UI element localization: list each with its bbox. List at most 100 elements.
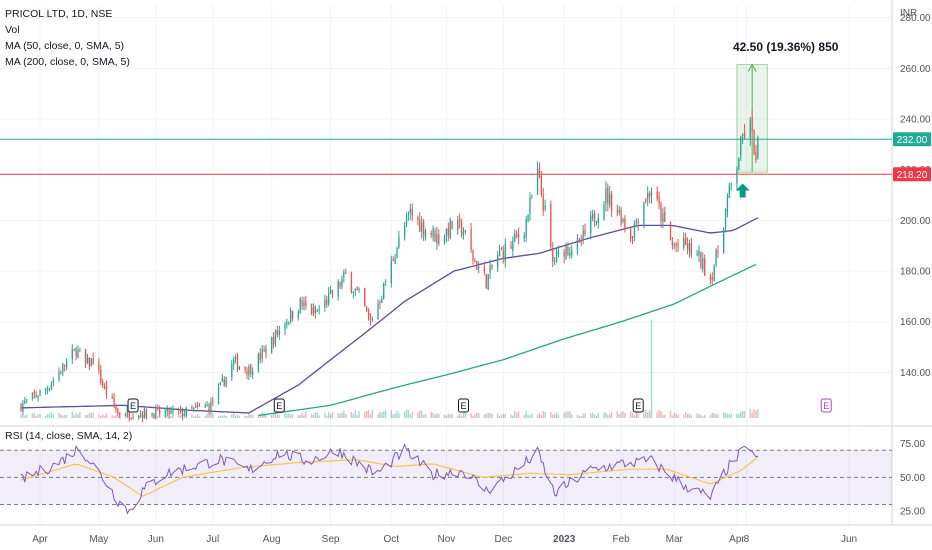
candle-body bbox=[168, 408, 170, 415]
volume-bar bbox=[411, 411, 413, 418]
candle-body bbox=[403, 226, 406, 238]
candle-body bbox=[713, 266, 715, 281]
ma200-legend[interactable]: MA (200, close, 0, SMA, 5) bbox=[5, 56, 130, 68]
volume-bar bbox=[265, 414, 267, 418]
candle-body bbox=[390, 260, 392, 283]
volume-bar bbox=[272, 412, 275, 418]
candle-body bbox=[743, 132, 746, 139]
candle-body bbox=[536, 169, 539, 195]
time-tick-label: Jul bbox=[206, 534, 219, 545]
candle-body bbox=[491, 264, 493, 268]
candle-body bbox=[489, 265, 491, 273]
candle-body bbox=[483, 267, 486, 273]
currency-label: INR bbox=[900, 8, 918, 19]
volume-bar bbox=[50, 412, 53, 418]
volume-bar bbox=[225, 415, 227, 418]
candle-body bbox=[314, 306, 317, 314]
volume-bar bbox=[318, 415, 320, 418]
candle-body bbox=[658, 196, 660, 205]
volume-bar bbox=[660, 410, 662, 418]
volume-bar bbox=[580, 415, 582, 418]
candle-body bbox=[327, 293, 330, 305]
volume-bar bbox=[117, 416, 119, 418]
volume-bar bbox=[483, 414, 486, 418]
horizontal-lines[interactable] bbox=[0, 138, 892, 175]
candle-body bbox=[195, 405, 197, 408]
volume-bar bbox=[343, 410, 345, 418]
candle-body bbox=[459, 218, 461, 222]
volume-bar bbox=[550, 411, 552, 418]
candle-body bbox=[324, 299, 326, 308]
candle-body bbox=[318, 309, 320, 311]
candle-body bbox=[616, 210, 618, 213]
volume-bar bbox=[457, 415, 459, 418]
candle-body bbox=[618, 209, 620, 213]
measure-label: 42.50 (19.36%) 850 bbox=[733, 40, 839, 54]
volume-bar bbox=[460, 415, 463, 418]
volume-bar bbox=[709, 415, 712, 418]
volume-bar bbox=[567, 411, 569, 418]
rsi-legend[interactable]: RSI (14, close, SMA, 14, 2) bbox=[5, 430, 133, 442]
candle-body bbox=[540, 176, 543, 195]
volume-bar bbox=[728, 414, 731, 418]
candle-body bbox=[124, 414, 127, 416]
earnings-marker bbox=[273, 398, 285, 413]
time-tick-label: Feb bbox=[612, 534, 630, 545]
volume-bar bbox=[512, 415, 514, 418]
candle-body bbox=[751, 117, 753, 130]
time-tick-label: Sep bbox=[322, 534, 340, 545]
price-badges: 232.00 218.20 bbox=[893, 132, 931, 182]
volume-bar bbox=[591, 412, 594, 418]
candle-body bbox=[130, 418, 132, 420]
candle-body bbox=[497, 255, 499, 268]
volume-bar bbox=[542, 411, 544, 418]
volume-legend[interactable]: Vol bbox=[5, 24, 20, 36]
candle-body bbox=[166, 407, 168, 412]
candle-body bbox=[132, 417, 134, 419]
candle-body bbox=[584, 229, 586, 235]
volume-bar bbox=[396, 410, 398, 418]
candle-body bbox=[198, 405, 201, 407]
candle-body bbox=[609, 193, 611, 206]
volume-bar bbox=[603, 412, 605, 418]
volume-bar bbox=[290, 414, 292, 418]
volume-bar bbox=[531, 413, 533, 418]
candle-body bbox=[111, 396, 113, 399]
symbol-title[interactable]: PRICOL LTD, 1D, NSE bbox=[5, 8, 113, 20]
volume-bar bbox=[231, 414, 233, 418]
volume-bar bbox=[206, 413, 208, 418]
candle-body bbox=[421, 222, 423, 232]
volume-bar bbox=[90, 412, 92, 418]
volume-bar bbox=[244, 415, 246, 418]
candle-body bbox=[65, 360, 68, 368]
volume-bar bbox=[713, 413, 715, 418]
candle-body bbox=[597, 217, 599, 224]
candle-body bbox=[60, 372, 62, 374]
volume-bar bbox=[419, 410, 421, 418]
candle-body bbox=[643, 202, 645, 225]
volume-bar bbox=[337, 413, 339, 418]
volume-bar bbox=[451, 413, 453, 418]
ma50-legend[interactable]: MA (50, close, 0, SMA, 5) bbox=[5, 40, 125, 52]
volume-bar bbox=[291, 414, 294, 418]
volume-bar bbox=[356, 415, 358, 418]
candle-body bbox=[474, 260, 476, 262]
candle-body bbox=[647, 192, 649, 200]
candle-body bbox=[341, 279, 343, 287]
volume-bar bbox=[33, 413, 35, 418]
candle-body bbox=[141, 414, 144, 418]
volume-bar bbox=[219, 415, 222, 418]
candle-body bbox=[377, 303, 379, 319]
volume-bar bbox=[498, 415, 501, 418]
candle-body bbox=[84, 349, 87, 364]
candle-body bbox=[500, 248, 503, 251]
earnings-marker bbox=[820, 398, 832, 413]
candle-body bbox=[79, 350, 81, 352]
volume-bar bbox=[352, 413, 355, 418]
volume-bar bbox=[472, 416, 474, 418]
volume-bar bbox=[326, 415, 328, 418]
volume-bar bbox=[704, 415, 706, 418]
volume-bar bbox=[183, 415, 185, 418]
